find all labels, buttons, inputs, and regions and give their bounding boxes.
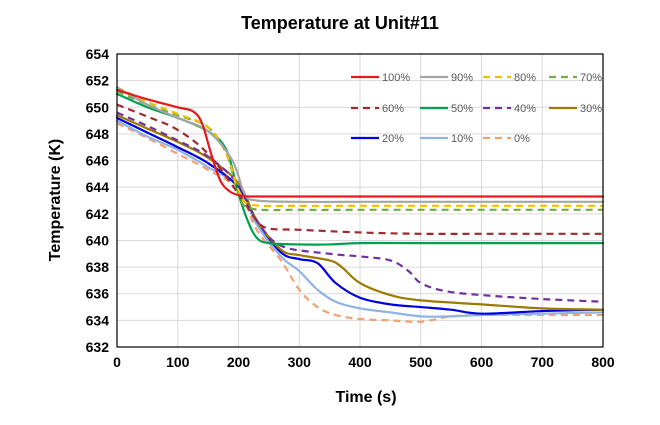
legend-label-10-pct: 10% — [451, 133, 473, 145]
x-tick-label: 700 — [531, 354, 555, 370]
series-lines — [115, 86, 605, 323]
y-tick-label: 638 — [86, 259, 110, 275]
x-tick-label: 400 — [348, 354, 372, 370]
series-line-60-pct — [116, 103, 603, 235]
y-tick-label: 650 — [86, 99, 110, 115]
y-tick-label: 640 — [86, 232, 110, 248]
y-tick-label: 646 — [86, 153, 110, 169]
series-line-100-pct — [115, 88, 605, 198]
legend-label-70-pct: 70% — [580, 72, 602, 84]
legend-label-0-pct: 0% — [514, 133, 530, 145]
plot-frame — [116, 53, 604, 348]
x-tick-label: 300 — [288, 354, 312, 370]
legend-label-40-pct: 40% — [514, 103, 536, 115]
legend-label-100-pct: 100% — [382, 72, 410, 84]
legend-label-50-pct: 50% — [451, 103, 473, 115]
legend-label-90-pct: 90% — [451, 72, 473, 84]
x-tick-label: 100 — [166, 354, 190, 370]
y-tick-label: 652 — [86, 73, 110, 89]
series-line-40-pct — [116, 111, 604, 303]
x-tick-label: 200 — [227, 354, 251, 370]
x-axis-label: Time (s) — [335, 389, 396, 406]
series-line-80-pct — [116, 86, 603, 208]
x-tick-label: 800 — [591, 354, 615, 370]
y-tick-label: 636 — [86, 286, 110, 302]
y-tick-label: 644 — [86, 179, 110, 195]
legend-label-30-pct: 30% — [580, 103, 602, 115]
x-tick-label: 0 — [113, 354, 121, 370]
y-tick-label: 632 — [86, 339, 110, 355]
x-tick-labels: 0 100 200 300 400 500 600 700 800 — [113, 354, 615, 370]
series-line-20-pct — [115, 116, 605, 315]
legend-label-20-pct: 20% — [382, 133, 404, 145]
y-axis-label: Temperature (K) — [47, 139, 64, 261]
series-line-30-pct — [115, 114, 605, 311]
series-line-70-pct — [116, 90, 603, 212]
legend-label-80-pct: 80% — [514, 72, 536, 84]
x-tick-label: 500 — [409, 354, 433, 370]
y-tick-labels: 632 634 636 638 640 642 644 646 648 650 652 654 — [86, 46, 110, 355]
y-tick-label: 654 — [86, 46, 110, 62]
legend-label-60-pct: 60% — [382, 103, 404, 115]
y-tick-label: 642 — [86, 206, 110, 222]
y-tick-label: 648 — [86, 126, 110, 142]
series-line-90-pct — [115, 86, 605, 204]
gridlines — [116, 53, 604, 348]
x-tick-label: 600 — [470, 354, 494, 370]
chart-title: Temperature at Unit#11 — [241, 13, 439, 33]
series-line-10-pct — [115, 119, 605, 318]
y-tick-label: 634 — [86, 312, 110, 328]
legend: 100% 90% 80% 70% 60% 50% 40% 30% 20% 10% 0% — [351, 72, 602, 145]
